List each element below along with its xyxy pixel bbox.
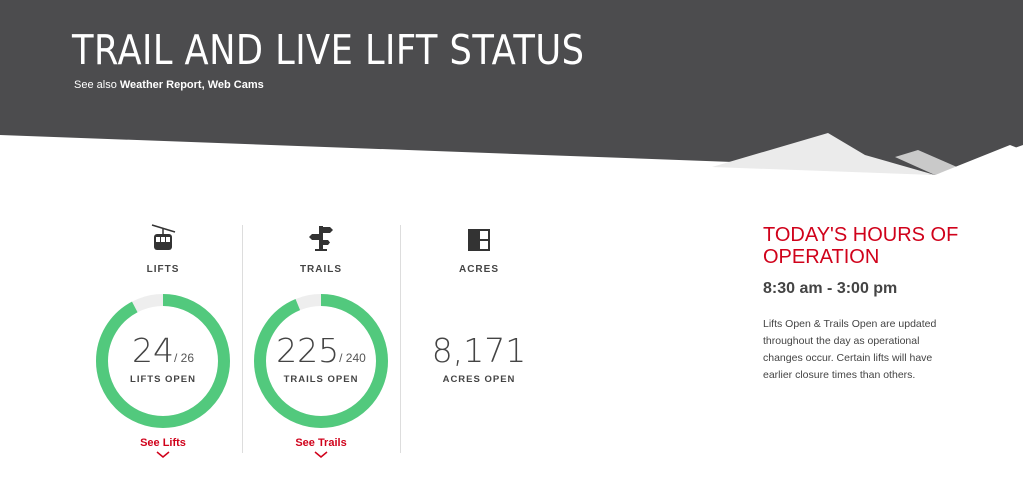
lifts-total: / 26	[173, 351, 194, 365]
see-also-label: See also	[74, 79, 117, 91]
chevron-down-icon[interactable]	[314, 451, 328, 459]
gondola-icon	[84, 222, 242, 252]
acres-open-label: ACRES OPEN	[442, 374, 516, 385]
lifts-donut: 24/ 26 LIFTS OPEN	[95, 293, 231, 429]
see-trails-link[interactable]: See Trails	[295, 437, 347, 449]
trails-open-count: 225	[276, 331, 340, 370]
lifts-label: LIFTS	[146, 264, 180, 275]
divider	[242, 225, 243, 453]
web-cams-link[interactable]: Web Cams	[207, 79, 264, 91]
acres-column: ACRES 8,171 ACRES OPEN	[400, 222, 558, 429]
page-title: TRAIL AND LIVE LIFT STATUS	[72, 26, 585, 74]
acres-open-count: 8,171	[431, 331, 527, 370]
see-also: See also Weather Report, Web Cams	[74, 79, 264, 91]
lifts-open-arc	[96, 294, 230, 428]
header-background	[0, 0, 1023, 180]
acres-label: ACRES	[458, 264, 499, 275]
hours-panel: TODAY'S HOURS OF OPERATION 8:30 am - 3:0…	[763, 224, 963, 384]
signpost-icon	[242, 222, 400, 252]
divider	[400, 225, 401, 453]
lifts-open-count: 24	[131, 331, 174, 370]
chevron-down-icon[interactable]	[156, 451, 170, 459]
grid-icon	[400, 222, 558, 252]
lifts-column: LIFTS 24/ 26 LIFTS OPEN See Lifts	[84, 222, 242, 459]
hours-title: TODAY'S HOURS OF OPERATION	[763, 224, 959, 268]
hours-time: 8:30 am - 3:00 pm	[763, 280, 898, 297]
trails-open-label: TRAILS OPEN	[283, 374, 359, 385]
hours-note: Lifts Open & Trails Open are updated thr…	[763, 318, 937, 381]
lifts-open-label: LIFTS OPEN	[130, 374, 196, 385]
see-lifts-link[interactable]: See Lifts	[140, 437, 186, 449]
trails-label: TRAILS	[299, 264, 343, 275]
weather-report-link[interactable]: Weather Report,	[119, 79, 205, 91]
trails-donut: 225/ 240 TRAILS OPEN	[253, 293, 389, 429]
trails-total: / 240	[339, 351, 366, 365]
trails-column: TRAILS 225/ 240 TRAILS OPEN See Trails	[242, 222, 400, 459]
trails-open-arc	[254, 294, 388, 428]
acres-value-area: 8,171 ACRES OPEN	[411, 293, 547, 429]
header-banner: TRAIL AND LIVE LIFT STATUS See also Weat…	[0, 0, 1023, 180]
